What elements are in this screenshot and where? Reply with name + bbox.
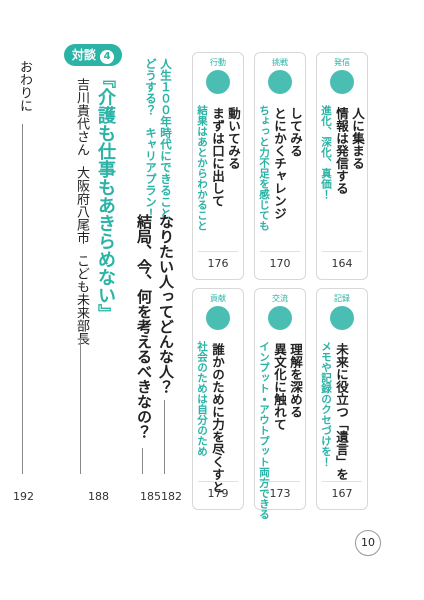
card-lead: 結果はあとからわかること [196,105,208,231]
badge-text: 対談 [71,48,96,62]
card-page: 170 [260,251,300,276]
interview-speaker: 吉川貴代さん大阪府八尾市こども未来部長 [72,78,91,345]
toc-card: 記録メモや記録のクセづけを！ 未来に役立つ「遺言」を 167 [316,288,368,510]
card-page: 179 [198,481,238,506]
card-tag: 交流 [272,294,288,303]
card-title: 情報は発信する [334,107,349,195]
feature-title: 結局、今、何を考えるべきなの？ [135,214,153,439]
page-ref: 188 [88,490,109,503]
page-ref: 192 [13,490,34,503]
card-title: まずは口に出して [210,107,225,207]
card-tag: 行動 [210,58,226,67]
card-tag: 発信 [334,58,350,67]
card-title: とにかくチャレンジ [272,107,287,220]
card-icon [330,70,354,94]
interview-badge: 対談 4 [64,44,122,66]
feature-lead: 人生１００年時代にできること [159,58,173,219]
feature-title: なりたい人ってどんな人？ [157,214,175,394]
card-title: 理解を深める [288,343,303,418]
card-title: 異文化に触れて [272,343,287,431]
leader-line [80,338,81,474]
card-page: 164 [322,251,362,276]
speaker-name: 吉川貴代さん [74,78,89,156]
speaker-role: こども未来部長 [74,254,89,345]
card-icon [330,306,354,330]
badge-number: 4 [100,50,115,64]
card-tag: 挑戦 [272,58,288,67]
card-icon [206,306,230,330]
card-icon [268,70,292,94]
toc-card: 発信進化、深化、真価！ 情報は発信する 人に集まる 164 [316,52,368,280]
card-page: 173 [260,481,300,506]
card-title: 誰かのために力を尽くすと [210,343,225,493]
card-icon [268,306,292,330]
card-title: 動いてみる [226,107,241,170]
leader-line [164,400,165,474]
toc-card: 貢献社会のためは自分のため 誰かのために力を尽くすと 179 [192,288,244,510]
speaker-city: 大阪府八尾市 [74,166,89,244]
page-ref: 185 [140,490,161,503]
card-lead: 進化、深化、真価！ [320,105,332,200]
card-page: 167 [322,481,362,506]
card-title: 人に集まる [350,107,365,170]
card-lead: インプット・アウトプット両方できる [258,341,270,520]
card-lead: ちょっと力不足を感じても [258,105,270,231]
card-page: 176 [198,251,238,276]
card-tag: 貢献 [210,294,226,303]
interview-title: 『介護も仕事もあきらめない』 [95,70,116,322]
toc-card: 交流インプット・アウトプット両方できる 異文化に触れて 理解を深める 173 [254,288,306,520]
card-lead: メモや記録のクセづけを！ [320,341,332,467]
closing-title: おわりに [17,60,32,112]
toc-card: 行動結果はあとからわかること まずは口に出して 動いてみる 176 [192,52,244,280]
card-lead: 社会のためは自分のため [196,341,208,457]
card-tag: 記録 [334,294,350,303]
leader-line [22,124,23,474]
feature-lead: どうする？ キャリアプラン！ [144,58,158,219]
card-icon [206,70,230,94]
page-ref: 182 [161,490,182,503]
toc-card: 挑戦ちょっと力不足を感じても とにかくチャレンジ してみる 170 [254,52,306,280]
leader-line [142,448,143,474]
card-title: 未来に役立つ「遺言」を [334,343,349,481]
card-title: してみる [288,107,303,157]
page-number: 10 [355,530,381,556]
